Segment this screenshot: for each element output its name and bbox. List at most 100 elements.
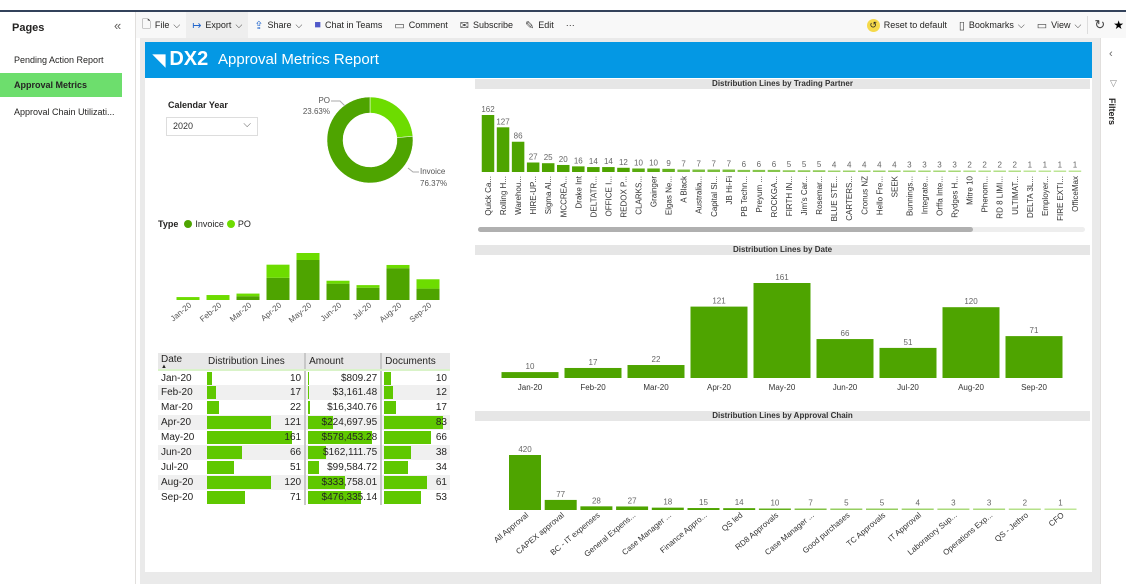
bar-po[interactable] [416,279,440,289]
bar[interactable] [942,307,1000,378]
bar[interactable] [937,508,970,511]
view-menu[interactable]: ▭ View ⌵ [1031,12,1088,38]
bar-po[interactable] [236,293,260,297]
calendar-year-dropdown[interactable]: 2020 ⌵ [166,117,258,136]
bar[interactable] [564,367,622,378]
bar[interactable] [496,127,510,172]
bar-po[interactable] [296,253,320,261]
bar[interactable] [1044,508,1077,511]
bar[interactable] [616,506,649,510]
bar[interactable] [737,169,751,172]
bar[interactable] [723,508,756,510]
bar[interactable] [580,506,613,510]
bar[interactable] [509,455,541,510]
bar-invoice[interactable] [416,288,440,300]
bar[interactable] [627,365,685,378]
legend-invoice[interactable]: Invoice [195,219,224,229]
bar[interactable] [901,508,934,511]
bar[interactable] [692,169,705,172]
bar[interactable] [651,507,684,510]
bar-invoice[interactable] [296,260,320,300]
table-row[interactable]: Mar-20 22 $16,340.76 17 [158,400,450,415]
bar[interactable] [647,168,660,172]
page-approval-metrics[interactable]: Approval Metrics [0,73,122,97]
page-approval-chain-utilization[interactable]: Approval Chain Utilizati... [14,107,115,117]
bar[interactable] [1068,170,1082,173]
bar-po[interactable] [176,297,200,300]
bar[interactable] [1008,508,1041,511]
table-row[interactable]: Aug-20 120 $333,758.01 61 [158,475,450,490]
expand-icon[interactable]: ‹ [1109,48,1113,60]
bar[interactable] [632,168,645,172]
chat-in-teams-button[interactable]: ■ Chat in Teams [308,12,388,38]
col-date[interactable]: Date ▲ [158,353,206,371]
bar[interactable] [812,170,826,172]
table-row[interactable]: Jan-20 10 $809.27 10 [158,370,450,385]
bar[interactable] [690,306,748,378]
bar[interactable] [662,168,675,172]
bar[interactable] [677,169,690,172]
table-row[interactable]: Sep-20 71 $476,335.14 53 [158,490,450,505]
bar[interactable] [587,167,600,172]
bar-invoice[interactable] [236,296,260,300]
bar[interactable] [858,170,871,173]
col-distribution-lines[interactable]: Distribution Lines [205,353,306,371]
bar[interactable] [1005,336,1063,378]
bar[interactable] [903,170,916,173]
bar[interactable] [722,169,736,172]
more-options-button[interactable]: ··· [565,20,575,30]
bar-po[interactable] [386,264,410,269]
bar[interactable] [481,115,495,172]
filters-pane[interactable]: ‹ ▽ Filters [1100,38,1126,584]
bar[interactable] [918,170,931,173]
bar[interactable] [687,508,720,510]
table-row[interactable]: Jul-20 51 $99,584.72 34 [158,460,450,475]
bar[interactable] [973,508,1006,511]
bar[interactable] [617,167,630,172]
bar[interactable] [782,170,796,172]
export-menu[interactable]: ↦ Export ⌵ [186,12,249,38]
refresh-button[interactable]: ↻ [1088,12,1111,38]
bar-invoice[interactable] [356,287,380,300]
bar[interactable] [1053,170,1067,173]
bar[interactable] [602,167,615,172]
comment-button[interactable]: ▭ Comment [388,12,453,38]
edit-button[interactable]: ✎ Edit [519,12,560,38]
bar[interactable] [879,347,937,378]
bar-po[interactable] [326,280,350,284]
bar[interactable] [1023,170,1037,173]
bar[interactable] [526,162,540,173]
bar[interactable] [544,499,577,510]
bar-invoice[interactable] [266,277,290,300]
bar[interactable] [758,508,791,511]
bar[interactable] [888,170,901,173]
bar-po[interactable] [206,295,230,300]
bar[interactable] [753,283,811,378]
bar[interactable] [557,164,570,172]
bar[interactable] [827,170,841,173]
col-amount[interactable]: Amount [304,353,382,371]
bar[interactable] [866,508,898,511]
bar[interactable] [501,372,559,378]
bookmarks-menu[interactable]: ▯ Bookmarks ⌵ [953,12,1031,38]
bar[interactable] [830,508,863,511]
bar[interactable] [767,169,781,172]
table-row[interactable]: Feb-20 17 $3,161.48 12 [158,385,450,400]
bar[interactable] [978,170,991,173]
legend-po[interactable]: PO [237,219,251,229]
col-documents[interactable]: Documents [380,353,450,371]
page-pending-action-report[interactable]: Pending Action Report [14,55,104,65]
bar[interactable] [933,170,946,173]
bar[interactable] [842,170,856,173]
bar-invoice[interactable] [386,268,410,300]
table-row[interactable]: Apr-20 121 $224,697.95 83 [158,415,450,430]
bar[interactable] [873,170,886,173]
bar[interactable] [572,166,585,172]
share-menu[interactable]: ⇪ Share ⌵ [248,12,308,38]
favorite-button[interactable]: ★ [1111,12,1126,38]
bar-invoice[interactable] [326,283,350,300]
bar[interactable] [1038,170,1052,173]
bar-po[interactable] [266,264,290,278]
collapse-icon[interactable]: « [114,18,122,33]
bar[interactable] [948,170,961,173]
